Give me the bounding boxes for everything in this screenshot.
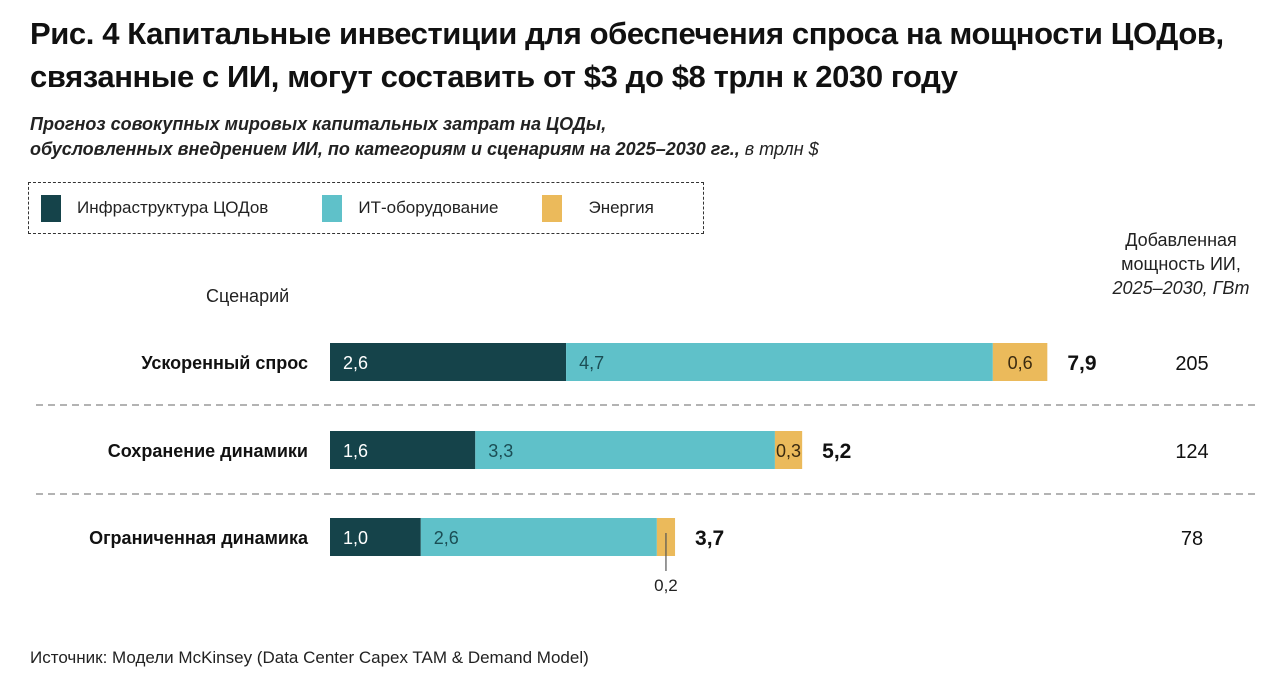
chart-subtitle: Прогноз совокупных мировых капитальных з…: [30, 112, 819, 162]
chart-title: Рис. 4 Капитальные инвестиции для обеспе…: [30, 16, 1224, 94]
capacity-value-2: 124: [1175, 441, 1208, 463]
legend-swatch-energy: [542, 194, 563, 222]
bar-label-infrastructure-2: 1,6: [343, 441, 368, 461]
bar-label-energy-3: 0,2: [654, 576, 678, 595]
legend-label-energy: Энергия: [588, 198, 654, 217]
bar-segment-energy-2: [774, 431, 803, 469]
legend: Инфраструктура ЦОДов ИТ-оборудование Эне…: [28, 182, 704, 234]
total-label-2: 5,2: [822, 440, 851, 463]
capacity-header-line-2: мощность ИИ,: [1121, 254, 1241, 274]
bar-segment-it-equipment-3: [420, 518, 657, 556]
subtitle-unit: в трлн $: [739, 139, 819, 159]
category-label-1: Ускоренный спрос: [141, 353, 308, 373]
subtitle-line-2-text: обусловленных внедрением ИИ, по категори…: [30, 139, 740, 159]
legend-item-infrastructure: Инфраструктура ЦОДов: [41, 194, 269, 222]
bar-label-it-equipment-3: 2,6: [434, 528, 459, 548]
bar-segment-infrastructure-1: [330, 343, 567, 381]
source-note: Источник: Модели McKinsey (Data Center C…: [30, 648, 589, 667]
category-label-2: Сохранение динамики: [108, 441, 308, 461]
legend-item-energy: Энергия: [542, 194, 654, 222]
legend-label-it-equipment: ИТ-оборудование: [358, 198, 499, 217]
bar-label-energy-2: 0,3: [776, 441, 801, 461]
subtitle-line-1: Прогноз совокупных мировых капитальных з…: [30, 114, 607, 134]
bar-segment-infrastructure-3: [330, 518, 421, 556]
legend-swatch-it-equipment: [322, 194, 343, 222]
legend-label-infrastructure: Инфраструктура ЦОДов: [77, 198, 269, 217]
subtitle-line-2: обусловленных внедрением ИИ, по категори…: [30, 137, 819, 162]
capacity-value-1: 205: [1175, 353, 1208, 375]
legend-item-it-equipment: ИТ-оборудование: [322, 194, 499, 222]
bar-segment-energy-1: [992, 343, 1048, 381]
bar-label-energy-1: 0,6: [1008, 353, 1033, 373]
bar-label-infrastructure-1: 2,6: [343, 353, 368, 373]
bar-label-it-equipment-2: 3,3: [488, 441, 513, 461]
total-label-1: 7,9: [1067, 352, 1096, 375]
capacity-header-line-1: Добавленная: [1125, 230, 1237, 250]
total-label-3: 3,7: [695, 527, 724, 550]
bar-segment-it-equipment-2: [475, 431, 775, 469]
scenario-axis-header: Сценарий: [206, 286, 290, 306]
legend-swatch-infrastructure: [41, 194, 61, 222]
bar-segment-it-equipment-1: [566, 343, 993, 381]
category-label-3: Ограниченная динамика: [89, 528, 309, 548]
bar-label-infrastructure-3: 1,0: [343, 528, 368, 548]
capacity-header-line-3: 2025–2030, ГВт: [1112, 278, 1250, 298]
capacity-column-header: Добавленная мощность ИИ, 2025–2030, ГВт: [1086, 228, 1276, 300]
bar-label-it-equipment-1: 4,7: [579, 353, 604, 373]
capacity-value-3: 78: [1181, 528, 1203, 550]
bar-segment-infrastructure-2: [330, 431, 476, 469]
